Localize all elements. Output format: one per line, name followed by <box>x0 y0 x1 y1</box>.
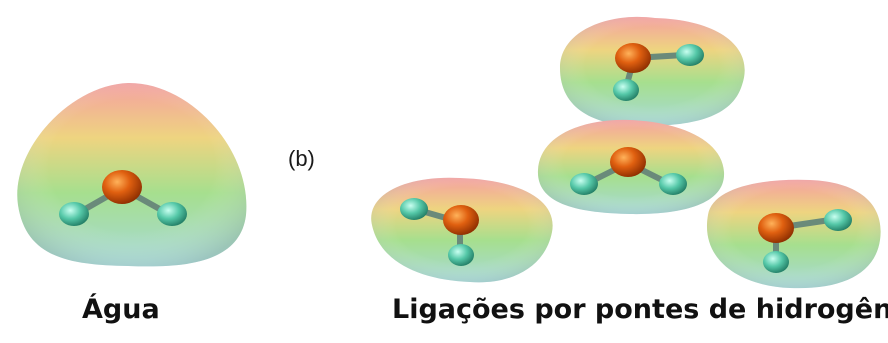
caption-hydrogen-bonds: Ligações por pontes de hidrogênio <box>392 294 888 325</box>
hydrogen-atom <box>659 173 687 195</box>
water-molecule-middle <box>537 119 725 215</box>
water-molecule-left <box>371 177 553 283</box>
hydrogen-atom <box>763 251 789 273</box>
hydrogen-atom <box>570 173 598 195</box>
panel-label: (b) <box>288 146 315 171</box>
hydrogen-atom <box>59 202 89 226</box>
oxygen-atom <box>443 205 479 235</box>
hydrogen-atom <box>676 44 704 66</box>
water-molecule-single <box>17 82 247 267</box>
hydrogen-atom <box>613 79 639 101</box>
water-molecule-top <box>560 16 745 127</box>
caption-water: Água <box>82 294 160 325</box>
hydrogen-atom <box>400 198 428 220</box>
water-molecule-right <box>706 179 881 289</box>
hydrogen-atom <box>448 244 474 266</box>
oxygen-atom <box>615 43 651 73</box>
oxygen-atom <box>758 213 794 243</box>
hydrogen-atom <box>824 209 852 231</box>
oxygen-atom <box>610 147 646 177</box>
oxygen-atom <box>102 170 142 204</box>
hydrogen-atom <box>157 202 187 226</box>
